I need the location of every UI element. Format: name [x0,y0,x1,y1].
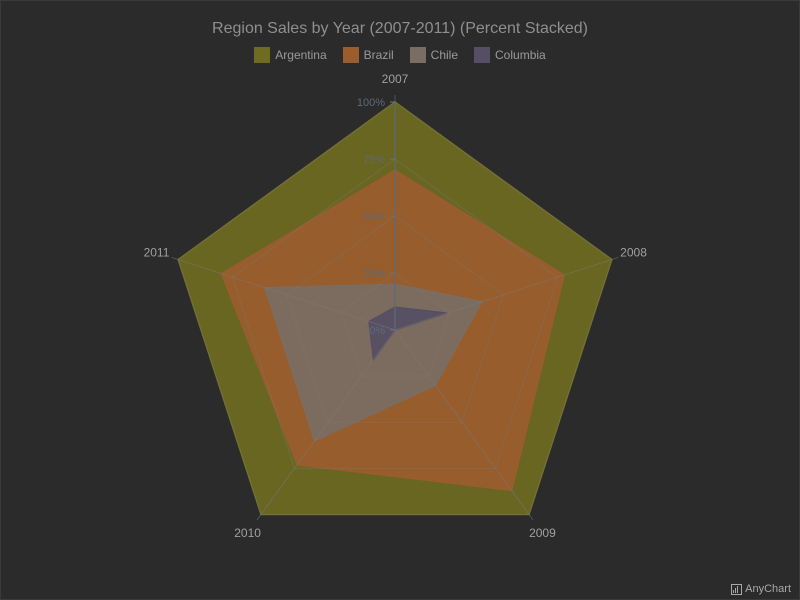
axis-line [256,329,396,521]
grid-ring [177,101,613,515]
legend-label: Chile [430,48,459,62]
legend-item-chile[interactable]: Chile [409,47,459,63]
grid-ring [340,272,450,377]
axis-line [394,329,534,521]
anychart-credit[interactable]: AnyChart [731,583,791,595]
y-tick-label: 100% [357,97,385,109]
y-tick-label: 25% [363,268,385,280]
legend-label: Argentina [275,48,327,62]
category-label-2009: 2009 [529,526,556,540]
category-label-2007: 2007 [382,72,409,86]
grid-ring [231,158,559,469]
chart-logo-icon [731,583,743,595]
legend-swatch-columbia [474,47,491,63]
axis-line [394,256,619,331]
legend-item-columbia[interactable]: Columbia [474,47,546,63]
category-label-2011: 2011 [144,245,170,259]
legend-swatch-brazil [342,47,359,63]
legend-item-brazil[interactable]: Brazil [342,47,394,63]
legend: Argentina Brazil Chile Columbia [0,47,800,63]
y-tick-label: 75% [363,154,385,166]
legend-label: Brazil [363,48,394,62]
series-area-chile[interactable] [263,283,483,442]
legend-label: Columbia [495,48,546,62]
credit-label: AnyChart [745,583,791,595]
category-label-2008: 2008 [620,245,647,259]
category-label-2010: 2010 [234,526,261,540]
grid-ring [285,215,505,423]
legend-swatch-argentina [254,47,271,63]
y-tick-label: 50% [363,211,385,223]
chart-title: Region Sales by Year (2007-2011) (Percen… [212,20,588,37]
legend-item-argentina[interactable]: Argentina [254,47,327,63]
legend-swatch-chile [409,47,426,63]
axis-line [171,256,396,331]
y-tick-label: 0% [369,325,385,337]
